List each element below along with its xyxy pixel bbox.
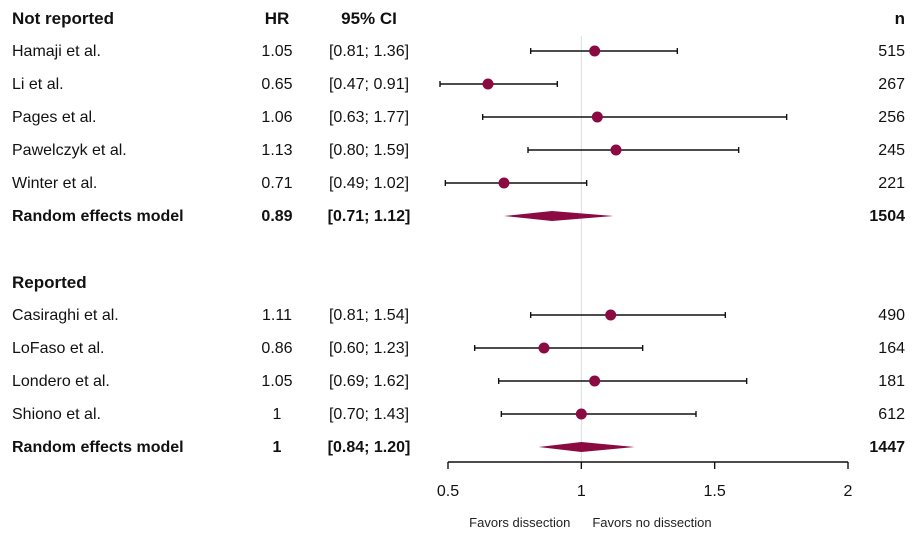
axis-note-left: Favors dissection: [469, 515, 570, 530]
hr-point: [591, 111, 603, 123]
x-tick-label: 0.5: [437, 483, 459, 500]
study-ci: [0.70; 1.43]: [328, 406, 410, 423]
hr-point: [575, 408, 587, 420]
study-n: 515: [878, 43, 905, 60]
study-hr: 1.05: [261, 373, 293, 390]
hr-point: [498, 177, 510, 189]
hr-point: [605, 309, 617, 321]
study-hr: 0.65: [261, 76, 293, 93]
study-name: Winter et al.: [12, 175, 98, 192]
study-ci: [0.81; 1.54]: [328, 307, 410, 324]
x-tick-label: 1.5: [704, 483, 726, 500]
study-hr: 1.11: [262, 307, 292, 324]
study-hr: 0.86: [261, 340, 293, 357]
study-name: LoFaso et al.: [12, 340, 105, 357]
summary-diamond: [504, 211, 614, 221]
study-ci: [0.81; 1.36]: [328, 43, 410, 60]
x-tick-label: 2: [844, 483, 853, 500]
axis-note-right: Favors no dissection: [592, 515, 711, 530]
study-name: Hamaji et al.: [12, 43, 101, 60]
summary-name: Random effects model: [12, 208, 184, 225]
study-n: 490: [878, 307, 905, 324]
hr-point: [538, 342, 550, 354]
study-ci: [0.49; 1.02]: [328, 175, 410, 192]
summary-hr: 0.89: [261, 208, 293, 225]
study-n: 245: [878, 142, 905, 159]
study-n: 612: [878, 406, 905, 423]
column-header-ci: 95% CI: [341, 9, 397, 28]
group-title-not-reported: Not reported: [12, 9, 114, 28]
study-name: Pawelczyk et al.: [12, 142, 127, 159]
summary-ci: [0.84; 1.20]: [327, 439, 411, 456]
study-ci: [0.63; 1.77]: [328, 109, 410, 126]
study-ci: [0.60; 1.23]: [328, 340, 410, 357]
study-name: Li et al.: [12, 76, 64, 93]
x-tick-label: 1: [577, 483, 586, 500]
hr-point: [610, 144, 622, 156]
summary-diamond: [538, 442, 635, 452]
study-ci: [0.47; 0.91]: [328, 76, 410, 93]
column-header-n: n: [894, 9, 905, 28]
study-hr: 1.05: [261, 43, 293, 60]
study-name: Londero et al.: [12, 373, 110, 390]
study-ci: [0.80; 1.59]: [328, 142, 410, 159]
study-n: 181: [878, 373, 905, 390]
summary-name: Random effects model: [12, 439, 184, 456]
hr-point: [589, 375, 601, 387]
study-hr: 1.13: [261, 142, 293, 159]
summary-hr: 1: [272, 439, 282, 456]
summary-ci: [0.71; 1.12]: [327, 208, 411, 225]
study-hr: 1: [272, 406, 282, 423]
hr-point: [589, 45, 601, 57]
study-ci: [0.69; 1.62]: [328, 373, 410, 390]
group-title-reported: Reported: [12, 273, 87, 292]
study-hr: 1.06: [261, 109, 293, 126]
forest-marks: [439, 45, 788, 452]
summary-n: 1447: [869, 439, 905, 456]
hr-point: [482, 78, 494, 90]
study-name: Casiraghi et al.: [12, 307, 119, 324]
study-name: Shiono et al.: [12, 406, 101, 423]
study-n: 221: [878, 175, 905, 192]
summary-n: 1504: [869, 208, 905, 225]
study-name: Pages et al.: [12, 109, 97, 126]
study-n: 256: [878, 109, 905, 126]
study-n: 164: [878, 340, 905, 357]
study-hr: 0.71: [261, 175, 293, 192]
study-n: 267: [878, 76, 905, 93]
column-header-hr: HR: [264, 9, 290, 28]
x-axis-ticks: 0.5 1 1.5 2: [437, 462, 853, 500]
